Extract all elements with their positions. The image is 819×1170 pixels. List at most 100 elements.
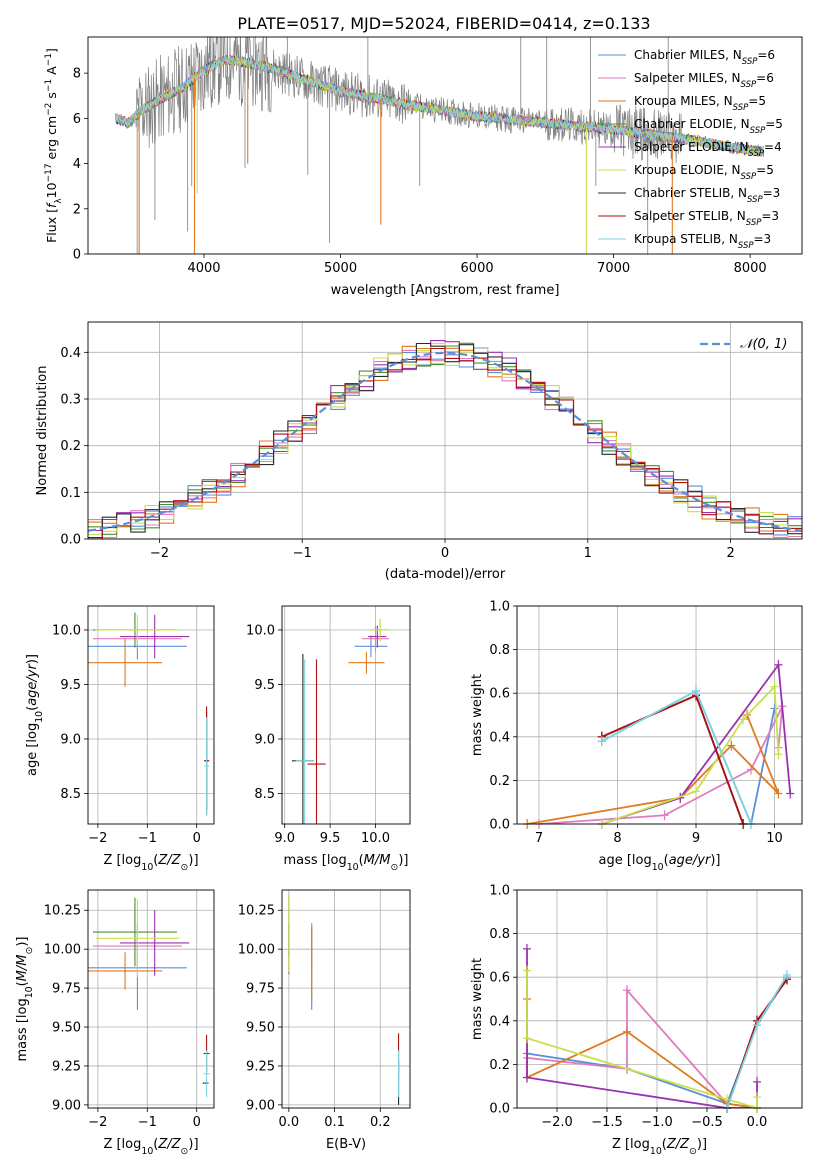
- x-tick-label: −2: [88, 831, 107, 846]
- x-axis-label: (data-model)/error: [385, 567, 506, 582]
- y-tick-label: 10.0: [52, 623, 81, 638]
- y-tick-label: 1.0: [489, 600, 510, 615]
- y-tick-label: 1.0: [489, 884, 510, 899]
- legend-entry: Kroupa STELIB, NSSP=3: [634, 232, 771, 251]
- x-tick-label: 0.0: [279, 1115, 300, 1130]
- figure-title: PLATE=0517, MJD=52024, FIBERID=0414, z=0…: [237, 14, 650, 33]
- weight-marker: [597, 736, 606, 747]
- weight-marker: [692, 686, 701, 697]
- mass_age-axes: 9.0 9.5 10.0 8.5 9.0 9.5 10.0 mass [log10(M/M⊙)…: [246, 605, 411, 873]
- axis-label: mass [log10(M/M⊙)]: [284, 853, 409, 873]
- weight-line-kroupa-elodie: [526, 970, 758, 1108]
- weight-marker: [753, 1020, 761, 1031]
- y-tick-label: 9.5: [254, 678, 275, 693]
- y-axis-label: Normed distribution: [35, 366, 50, 496]
- y-tick-label: 9.5: [60, 678, 81, 693]
- y-tick-label: 0.4: [60, 346, 81, 361]
- x-tick-label: 8000: [734, 261, 767, 276]
- weight-marker: [523, 1033, 531, 1044]
- x-tick-label: 1: [584, 546, 592, 561]
- y-tick-label: 8.5: [60, 787, 81, 802]
- x-tick-label: −0.5: [691, 1115, 723, 1130]
- ebv_mass-axes: 0.0 0.1 0.2 9.00 9.25 9.50 9.75 10.00 10.25 E(B-V…: [238, 889, 411, 1152]
- weight-marker: [770, 681, 779, 692]
- residuals-axes: −2 −1 0 1 2 0.0 0.1 0.2 0.3 0.4 𝒩(0, 1) (data-model…: [35, 321, 803, 582]
- age_weight-axes: 7 8 9 10 0.0 0.2 0.4 0.6 0.8 1.0 age [log10(age/yr…: [470, 600, 803, 873]
- legend-entry: Salpeter ELODIE, NSSP=4: [634, 140, 782, 159]
- x-tick-label: −1.5: [591, 1115, 623, 1130]
- y-tick-label: 0.2: [489, 774, 510, 789]
- y-tick-label: 9.75: [52, 982, 81, 997]
- weight-marker: [783, 970, 791, 981]
- x-tick-label: 9.5: [320, 831, 341, 846]
- y-tick-label: 4: [73, 157, 81, 172]
- weight-marker: [753, 1092, 761, 1103]
- y-axis-label: mass weight: [470, 958, 485, 1040]
- weight-marker: [786, 788, 795, 799]
- spectrum-axes: 4000 5000 6000 7000 8000 0 2 4 6 8 Chabrier MILES,…: [44, 36, 803, 298]
- y-tick-label: 0.2: [489, 1058, 510, 1073]
- residual-hist-salpeter-elodie: [88, 340, 802, 532]
- x-tick-label: −1: [138, 831, 157, 846]
- x-tick-label: 7: [535, 831, 543, 846]
- weight-marker: [774, 659, 783, 670]
- y-tick-label: 0.1: [60, 486, 81, 501]
- y-tick-label: 6: [73, 112, 81, 127]
- x-tick-label: −1: [138, 1115, 157, 1130]
- y-tick-label: 8.5: [254, 787, 275, 802]
- legend-entry: Chabrier STELIB, NSSP=3: [634, 186, 780, 205]
- weight-marker: [623, 1026, 631, 1037]
- y-tick-label: 9.25: [246, 1059, 275, 1074]
- weight-marker: [660, 810, 669, 821]
- weight-marker: [623, 985, 631, 996]
- x-tick-label: 9.0: [274, 831, 295, 846]
- x-tick-label: 0: [441, 546, 449, 561]
- axis-label: mass [log10(M/M⊙)]: [15, 937, 35, 1062]
- axes-frame: [87, 36, 803, 255]
- y-tick-label: 0.0: [489, 818, 510, 833]
- legend-entry: Kroupa ELODIE, NSSP=5: [634, 163, 774, 182]
- x-tick-label: −1: [293, 546, 312, 561]
- axes-frame: [281, 889, 411, 1109]
- weight-marker: [692, 786, 701, 797]
- z_mass-axes: −2 −1 0 9.00 9.25 9.50 9.75 10.00 10.25 Z [log10(…: [15, 889, 215, 1157]
- y-tick-label: 9.75: [246, 982, 275, 997]
- weight-marker: [727, 740, 736, 751]
- z_age-axes: −2 −1 0 8.5 9.0 9.5 10.0 Z [log10(Z/Z⊙)] age [lo…: [25, 605, 215, 873]
- legend-entry: 𝒩(0, 1): [740, 337, 787, 352]
- y-tick-label: 0.0: [489, 1102, 510, 1117]
- axis-label: Z [log10(Z/Z⊙)]: [103, 1137, 198, 1157]
- axes-frame: [87, 605, 215, 825]
- y-tick-label: 0.0: [60, 533, 81, 548]
- y-tick-label: 2: [73, 202, 81, 217]
- y-tick-label: 10.25: [44, 904, 81, 919]
- x-tick-label: −2.0: [541, 1115, 573, 1130]
- x-tick-label: 0.0: [747, 1115, 768, 1130]
- x-tick-label: 0.1: [324, 1115, 345, 1130]
- weight-marker: [753, 1076, 761, 1087]
- x-axis-label: E(B-V): [326, 1137, 366, 1152]
- weight-line-salpeter-elodie: [526, 948, 758, 1108]
- legend-entry: Salpeter STELIB, NSSP=3: [634, 209, 779, 228]
- axes-frame: [516, 605, 803, 825]
- axis-label: age [log10(age/yr)]: [25, 654, 45, 776]
- y-tick-label: 10.00: [44, 943, 81, 958]
- weight-marker: [739, 714, 748, 725]
- x-tick-label: 8: [613, 831, 621, 846]
- x-tick-label: 2: [726, 546, 734, 561]
- y-tick-label: 0.2: [60, 439, 81, 454]
- model-kroupa-elodie: [116, 55, 764, 156]
- weight-marker: [523, 965, 531, 976]
- x-tick-label: 6000: [461, 261, 494, 276]
- weight-line-kroupa-stelib: [601, 689, 752, 824]
- axis-label: Flux [fλ10−17 erg cm−2 s−1 A−1]: [44, 48, 64, 243]
- axes-frame: [87, 321, 803, 540]
- weight-line-salpeter-miles: [538, 705, 784, 824]
- y-tick-label: 9.0: [254, 732, 275, 747]
- legend-entry: Chabrier MILES, NSSP=6: [634, 48, 775, 67]
- y-tick-label: 0: [73, 248, 81, 263]
- axis-label: age [log10(age/yr)]: [598, 853, 720, 873]
- axes-frame: [516, 889, 803, 1109]
- x-tick-label: −1.0: [641, 1115, 673, 1130]
- z_weight-axes: −2.0 −1.5 −1.0 −0.5 0.0 0.0 0.2 0.4 0.6 0.8 1.0 Z […: [470, 884, 803, 1157]
